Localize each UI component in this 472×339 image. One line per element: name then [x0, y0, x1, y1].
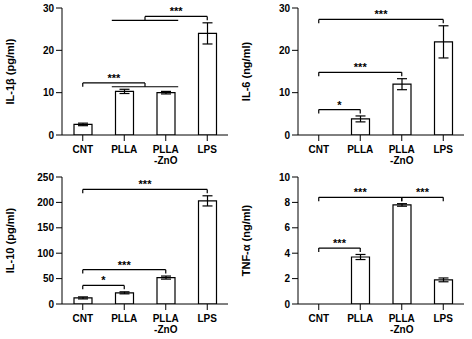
- svg-text:PLLA-ZnO: PLLA-ZnO: [389, 144, 415, 166]
- svg-text:50: 50: [43, 273, 55, 284]
- svg-text:10: 10: [279, 87, 291, 98]
- svg-text:***: ***: [333, 237, 347, 249]
- svg-text:PLLA: PLLA: [347, 144, 373, 155]
- svg-text:10: 10: [43, 87, 55, 98]
- svg-text:***: ***: [107, 72, 121, 84]
- svg-text:6: 6: [284, 222, 290, 233]
- svg-text:***: ***: [354, 186, 368, 198]
- svg-text:PLLA: PLLA: [347, 313, 373, 324]
- svg-text:PLLA-ZnO: PLLA-ZnO: [153, 144, 179, 166]
- svg-text:100: 100: [37, 248, 54, 259]
- svg-text:IL-6 (ng/ml): IL-6 (ng/ml): [240, 42, 252, 102]
- svg-text:*: *: [337, 99, 342, 111]
- svg-text:0: 0: [284, 130, 290, 141]
- svg-text:***: ***: [354, 61, 368, 73]
- svg-text:CNT: CNT: [308, 144, 329, 155]
- svg-text:30: 30: [279, 3, 291, 14]
- svg-text:LPS: LPS: [434, 313, 454, 324]
- svg-text:***: ***: [416, 186, 430, 198]
- svg-text:TNF-α (ng/ml): TNF-α (ng/ml): [240, 204, 252, 276]
- svg-text:250: 250: [37, 172, 54, 183]
- svg-text:PLLA-ZnO: PLLA-ZnO: [153, 313, 179, 335]
- svg-text:CNT: CNT: [72, 313, 93, 324]
- svg-text:PLLA: PLLA: [111, 144, 137, 155]
- svg-text:PLLA-ZnO: PLLA-ZnO: [389, 313, 415, 335]
- svg-text:CNT: CNT: [308, 313, 329, 324]
- svg-text:150: 150: [37, 222, 54, 233]
- svg-text:LPS: LPS: [434, 144, 454, 155]
- svg-text:***: ***: [170, 5, 184, 17]
- svg-text:8: 8: [284, 197, 290, 208]
- svg-text:*: *: [101, 274, 106, 286]
- svg-text:0: 0: [284, 299, 290, 310]
- svg-text:20: 20: [279, 45, 291, 56]
- svg-text:20: 20: [43, 45, 55, 56]
- svg-text:0: 0: [48, 130, 54, 141]
- svg-text:200: 200: [37, 197, 54, 208]
- svg-text:30: 30: [43, 3, 55, 14]
- svg-text:4: 4: [284, 248, 290, 259]
- svg-text:LPS: LPS: [198, 144, 218, 155]
- svg-text:IL-10 (pg/ml): IL-10 (pg/ml): [8, 207, 16, 273]
- svg-text:***: ***: [375, 8, 389, 20]
- svg-text:10: 10: [279, 172, 291, 183]
- svg-text:***: ***: [118, 259, 132, 271]
- svg-text:0: 0: [48, 299, 54, 310]
- svg-text:CNT: CNT: [72, 144, 93, 155]
- svg-text:2: 2: [284, 273, 290, 284]
- svg-text:***: ***: [139, 178, 153, 190]
- svg-text:IL-1β (pg/ml): IL-1β (pg/ml): [8, 38, 16, 104]
- svg-text:LPS: LPS: [198, 313, 218, 324]
- svg-text:PLLA: PLLA: [111, 313, 137, 324]
